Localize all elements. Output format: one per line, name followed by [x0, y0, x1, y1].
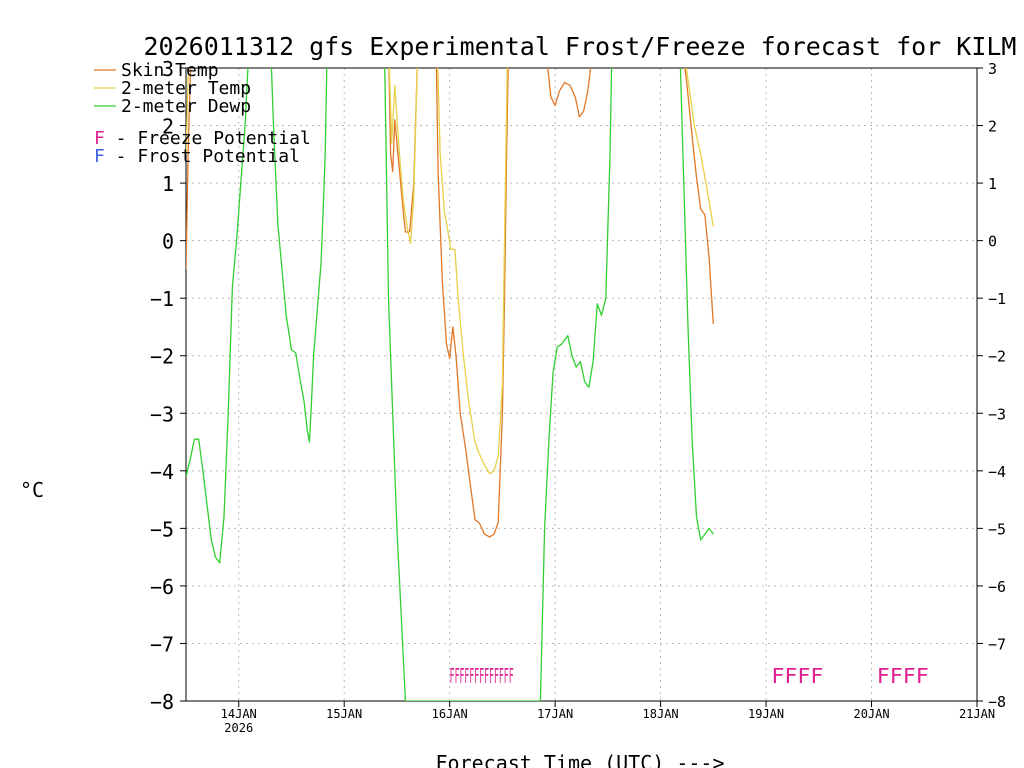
y-tick-label-right: 0 — [988, 233, 997, 251]
y-tick-label-right: −7 — [988, 635, 1006, 653]
y-tick-label-left: −6 — [150, 575, 174, 599]
legend-label: 2-meter Temp — [121, 78, 251, 99]
y-tick-label-right: −5 — [988, 520, 1006, 538]
y-tick-label-left: −5 — [150, 517, 174, 541]
x-tick-sublabel: 2026 — [224, 721, 253, 735]
y-tick-label-left: −2 — [150, 345, 174, 369]
legend-note-text: - Freeze Potential — [105, 128, 311, 149]
series-line-3 — [186, 68, 714, 701]
y-tick-label-right: −6 — [988, 578, 1006, 596]
legend-label: 2-meter Dewp — [121, 96, 251, 117]
y-tick-label-right: 3 — [988, 60, 997, 78]
x-tick-label: 15JAN — [326, 707, 362, 721]
potential-markers: FFFFFFFFFFFFF FFFF FFFF — [450, 664, 929, 688]
freeze-marker-1: FFFFFFFFFFFFF — [450, 664, 514, 688]
y-tick-label-right: −8 — [988, 693, 1006, 711]
legend-label: Skin Temp — [121, 60, 219, 81]
legend-note-text: - Frost Potential — [105, 146, 300, 167]
y-tick-label-left: 0 — [162, 230, 174, 254]
x-tick-label: 16JAN — [432, 707, 468, 721]
chart-title: 2026011312 gfs Experimental Frost/Freeze… — [144, 32, 1017, 61]
series-line-2 — [186, 68, 714, 475]
y-tick-label-left: −3 — [150, 402, 174, 426]
x-tick-label: 14JAN — [221, 707, 257, 721]
x-tick-label: 19JAN — [748, 707, 784, 721]
y-tick-label-left: −7 — [150, 632, 174, 656]
freeze-marker-3: FFFF — [877, 664, 929, 688]
axis-ticks: −8 −8 −7 −7 −6 −6 −5 −5 −4 −4 −3 −3 −2 −2 −1 −1 0 0 1 1 2 2 3 3… — [150, 57, 1006, 735]
x-tick-label: 18JAN — [643, 707, 679, 721]
y-tick-label-left: 1 — [162, 172, 174, 196]
y-tick-label-right: 2 — [988, 118, 997, 136]
y-tick-label-right: −2 — [988, 348, 1006, 366]
x-axis-label: Forecast Time (UTC) ---> — [436, 751, 725, 768]
x-tick-label: 20JAN — [853, 707, 889, 721]
legend-note-letter: F — [94, 128, 105, 149]
y-tick-label-right: −4 — [988, 463, 1006, 481]
y-tick-label-left: −4 — [150, 460, 174, 484]
y-tick-label-left: −1 — [150, 287, 174, 311]
legend-note: F - Freeze Potential — [94, 128, 311, 149]
legend-note: F - Frost Potential — [94, 146, 300, 167]
y-tick-label-right: −1 — [988, 290, 1006, 308]
x-tick-label: 21JAN — [959, 707, 995, 721]
x-tick-label: 17JAN — [537, 707, 573, 721]
plot-frame — [185, 67, 978, 702]
series-lines — [186, 68, 714, 701]
y-axis-label: °C — [20, 478, 44, 502]
y-tick-label-left: −8 — [150, 690, 174, 714]
y-tick-label-right: 1 — [988, 175, 997, 193]
legend-note-letter: F — [94, 146, 105, 167]
series-line-1 — [186, 68, 714, 538]
y-tick-label-right: −3 — [988, 405, 1006, 423]
y-tick-label-left: 2 — [162, 115, 174, 139]
freeze-marker-2: FFFF — [771, 664, 823, 688]
y-tick-label-left: 3 — [162, 57, 174, 81]
